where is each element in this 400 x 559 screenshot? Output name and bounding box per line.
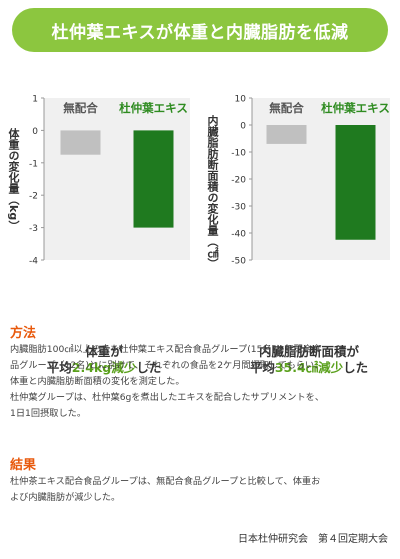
fat-caption-highlight: 35.4㎠減少 xyxy=(274,360,344,375)
fat-bar-placebo xyxy=(266,125,307,144)
result-line: よび内臓脂肪が減少した。 xyxy=(10,492,121,503)
footer-source: 日本杜仲研究会 第４回定期大会 xyxy=(238,534,388,545)
weight-caption-line1: 体重が xyxy=(85,344,123,359)
result-text: 杜仲茶エキス配合食品グループは、無配合食品グループと比較して、体重お よび内臓脂… xyxy=(10,474,390,506)
weight-tick-label: -2 xyxy=(29,192,38,202)
weight-caption-highlight: 2.4kg減少 xyxy=(71,360,137,375)
fat-category-label: 無配合 xyxy=(269,101,304,115)
weight-chart-y-axis-label: 体重の変化量（kg） xyxy=(7,128,20,232)
method-line: 品グループ（12名)とに別けて、それぞれの食品を2ケ月間摂取してもらい、 xyxy=(10,360,324,371)
weight-caption-prefix: 平均 xyxy=(46,360,72,375)
fat-tick-label: -20 xyxy=(231,176,246,186)
fat-tick-label: -10 xyxy=(231,149,246,159)
weight-tick-label: 0 xyxy=(32,127,38,137)
result-line: 杜仲茶エキス配合食品グループは、無配合食品グループと比較して、体重お xyxy=(10,476,321,487)
weight-bar-extract xyxy=(133,130,174,228)
fat-bar-extract xyxy=(335,125,376,240)
method-line: 体重と内臓脂肪断面積の変化を測定した。 xyxy=(10,376,185,387)
weight-category-label: 杜仲葉エキス xyxy=(119,101,188,115)
weight-chart-svg: 1 0 -1 -2 -3 -4 無配合 杜仲葉エキス xyxy=(29,95,190,267)
banner-title: 杜仲葉エキスが体重と内臓脂肪を低減 xyxy=(51,22,349,43)
fat-tick-label: -30 xyxy=(231,203,246,213)
fat-category-label: 杜仲葉エキス xyxy=(321,101,390,115)
weight-tick-label: -1 xyxy=(29,159,38,169)
fat-tick-label: 0 xyxy=(240,122,246,132)
method-title: 方法 xyxy=(10,326,37,341)
fat-chart-caption: 内臓脂肪断面積が 平均35.4㎠減少した xyxy=(209,344,400,384)
fat-tick-label: -40 xyxy=(231,230,246,240)
fat-tick-label: -50 xyxy=(231,257,246,267)
fat-chart-svg: 10 0 -10 -20 -30 -40 -50 無配合 杜仲葉エキス xyxy=(231,95,390,267)
fat-caption-prefix: 平均 xyxy=(249,360,275,375)
title-banner: 杜仲葉エキスが体重と内臓脂肪を低減 xyxy=(12,8,388,52)
fat-caption-suffix: した xyxy=(343,360,369,375)
fat-tick-label: 10 xyxy=(235,95,247,105)
weight-category-label: 無配合 xyxy=(63,101,98,115)
fat-caption-line1: 内臓脂肪断面積が xyxy=(258,344,359,359)
method-line: 1日1回摂取した。 xyxy=(10,408,87,419)
visceral-fat-chart: 内臓脂肪断面積の変化量（㎠） 10 0 -10 -20 -30 -40 -50 無配合 杜仲葉エ… xyxy=(204,70,394,375)
weight-caption-suffix: した xyxy=(136,360,162,375)
weight-tick-label: -3 xyxy=(29,224,38,234)
weight-chart-caption: 体重が 平均2.4kg減少した xyxy=(4,344,204,384)
weight-tick-label: 1 xyxy=(32,95,38,105)
method-text: 内臓脂肪100㎠以上の人を杜仲葉エキス配合食品グループ(15名)と無配合食 品グ… xyxy=(10,342,390,422)
weight-bar-placebo xyxy=(60,130,101,155)
method-line: 内臓脂肪100㎠以上の人を杜仲葉エキス配合食品グループ(15名)と無配合食 xyxy=(10,344,322,355)
result-title: 結果 xyxy=(10,458,37,473)
method-line: 杜仲葉グループは、杜仲葉6gを煮出したエキスを配合したサプリメントを、 xyxy=(10,392,325,403)
weight-chart: 体重の変化量（kg） 1 0 -1 -2 -3 -4 無配合 杜仲葉エキス 体重が 平均2.4… xyxy=(4,70,194,375)
weight-tick-label: -4 xyxy=(29,257,38,267)
fat-chart-y-axis-label: 内臓脂肪断面積の変化量（㎠） xyxy=(206,115,219,269)
